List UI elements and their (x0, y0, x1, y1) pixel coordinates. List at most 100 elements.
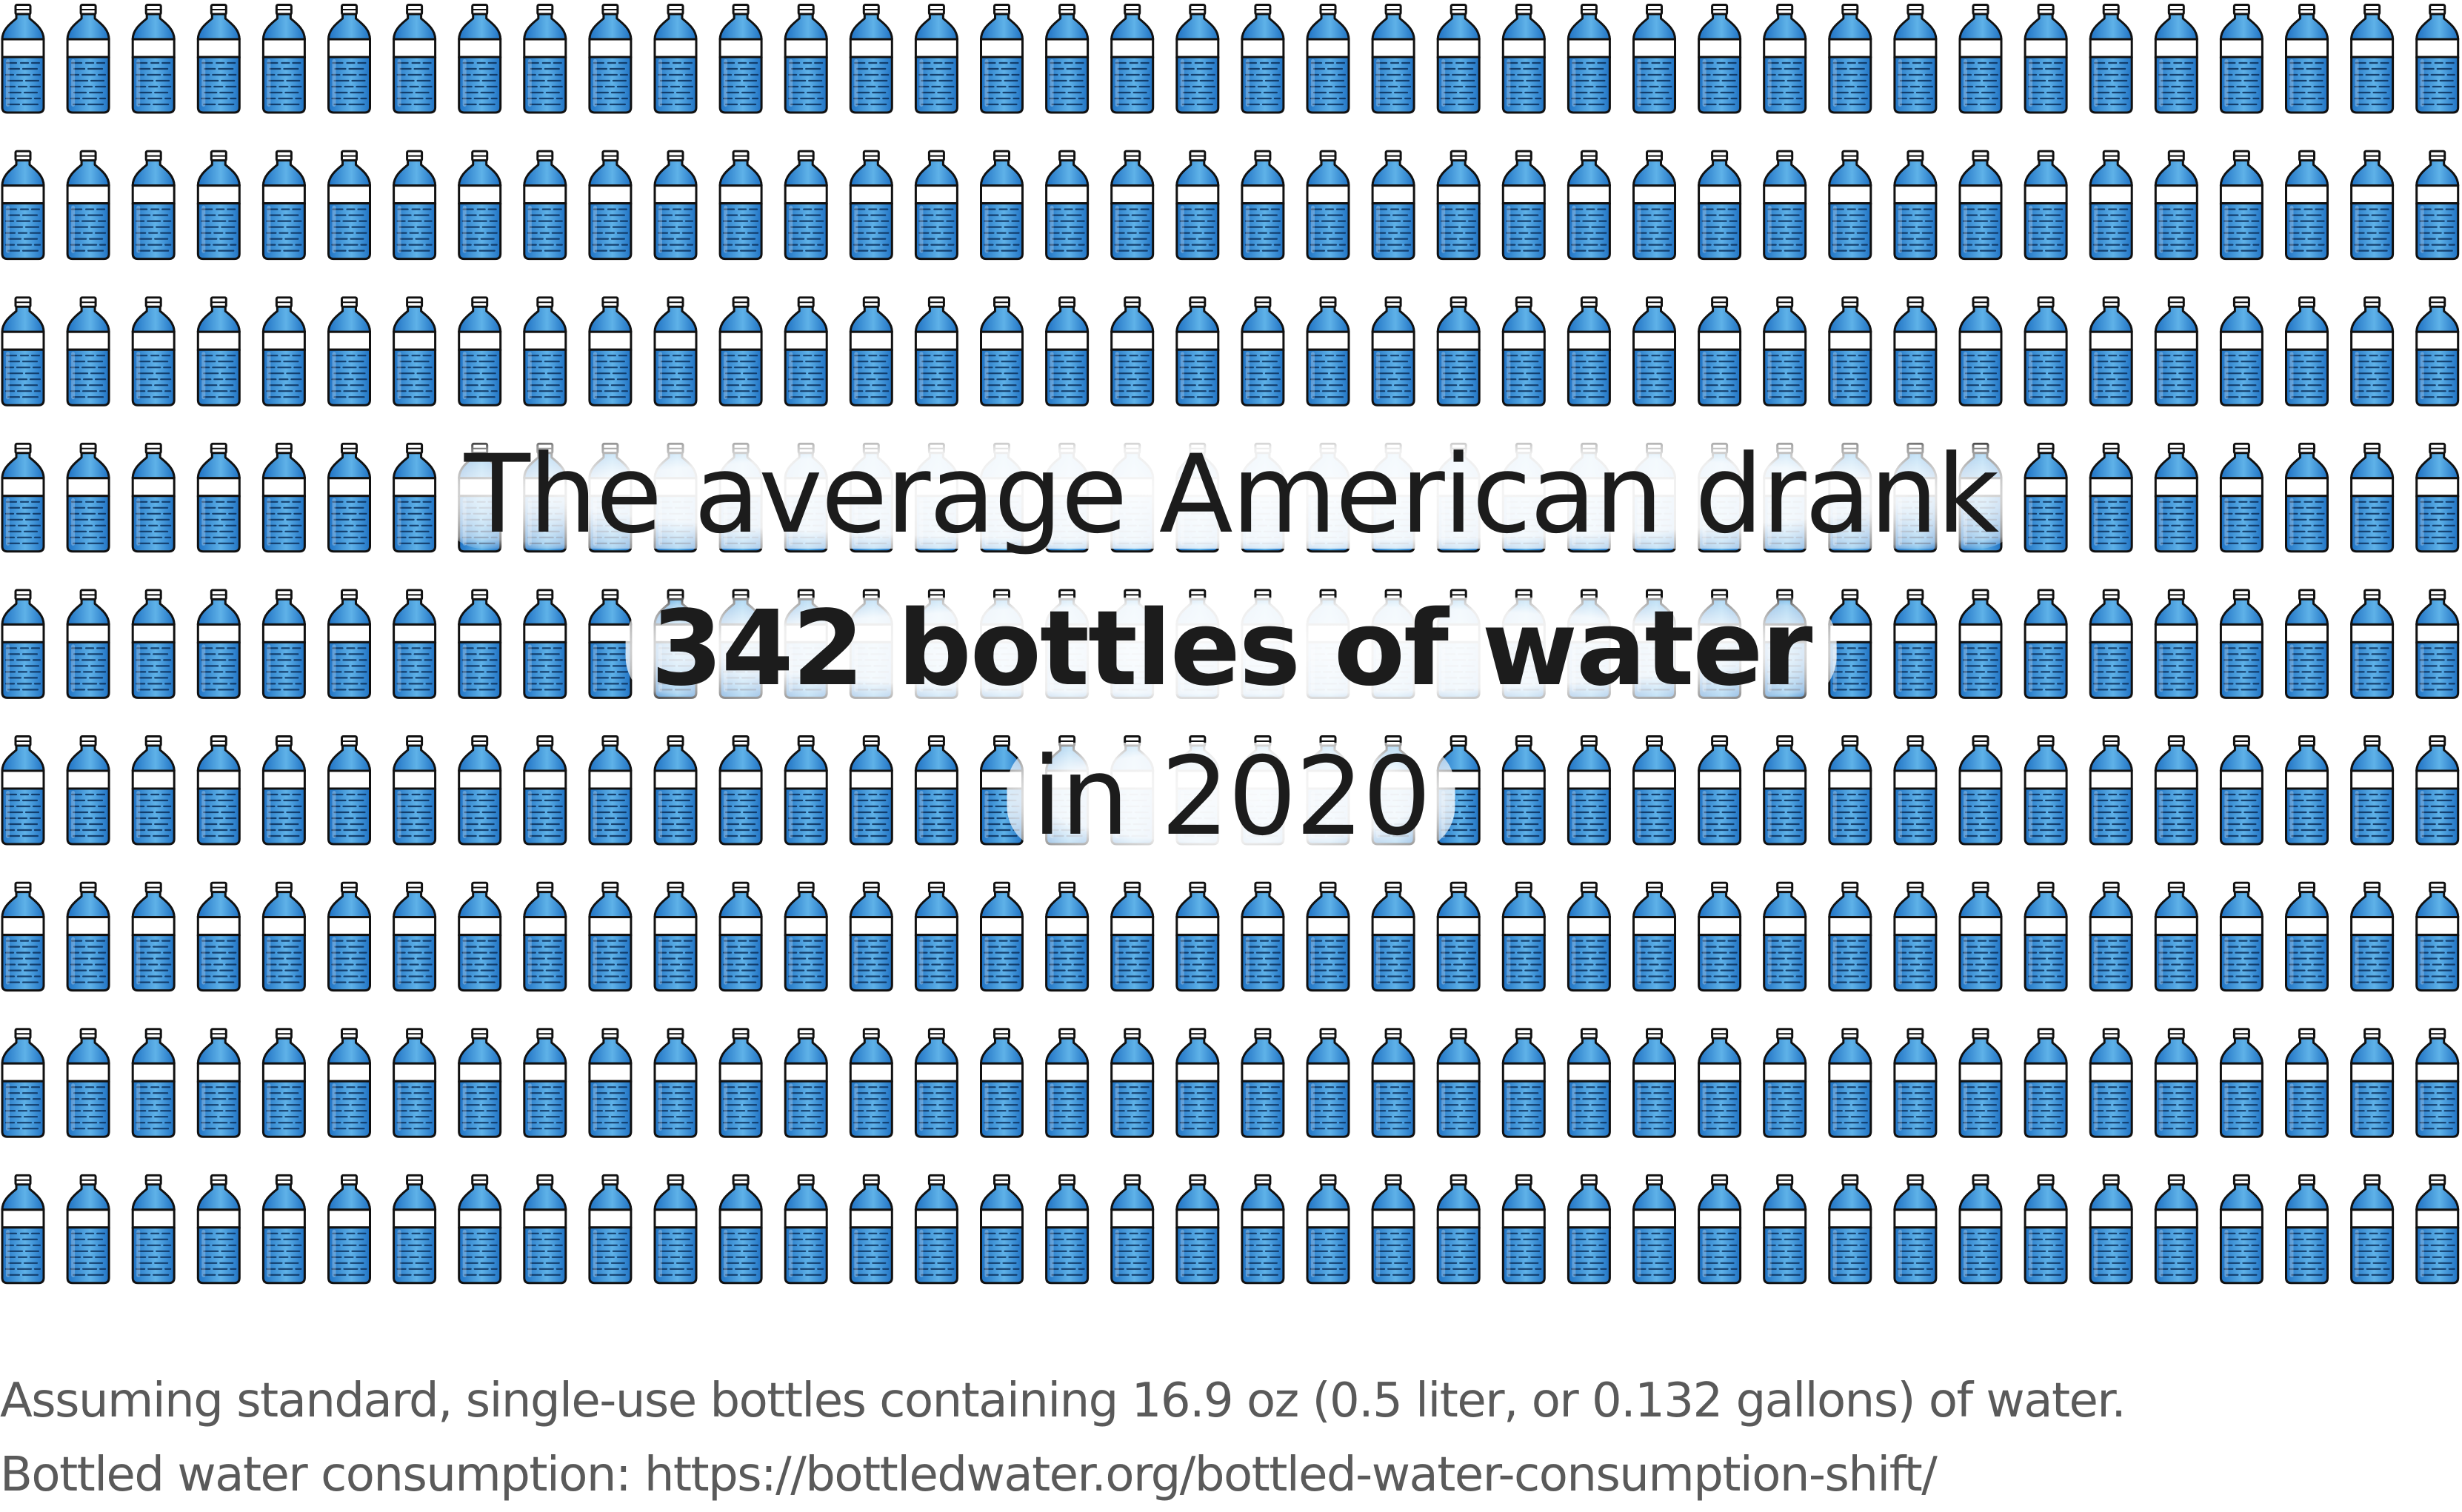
water-bottle-icon (131, 150, 176, 261)
water-bottle-icon (2219, 1028, 2263, 1138)
water-bottle-icon (784, 296, 828, 407)
headline-line-1: The average American drank (438, 441, 2024, 549)
water-bottle-icon (1110, 1174, 1155, 1285)
water-bottle-icon (653, 150, 698, 261)
water-bottle-icon (523, 4, 567, 114)
water-bottle-icon (849, 4, 893, 114)
water-bottle-icon (261, 150, 306, 261)
water-bottle-icon (653, 4, 698, 114)
water-bottle-icon (718, 150, 763, 261)
water-bottle-icon (196, 296, 241, 407)
water-bottle-icon (1175, 150, 1220, 261)
water-bottle-icon (1763, 881, 1807, 992)
water-bottle-icon (2154, 296, 2198, 407)
water-bottle-icon (458, 296, 502, 407)
water-bottle-icon (523, 1174, 567, 1285)
water-bottle-icon (1763, 296, 1807, 407)
water-bottle-icon (1, 150, 45, 261)
water-bottle-icon (784, 150, 828, 261)
water-bottle-icon (1175, 1028, 1220, 1138)
water-bottle-icon (1436, 1028, 1481, 1138)
water-bottle-icon (327, 1174, 371, 1285)
water-bottle-icon (393, 150, 437, 261)
water-bottle-icon (1110, 1028, 1155, 1138)
water-bottle-icon (914, 4, 958, 114)
water-bottle-icon (1110, 150, 1155, 261)
headline-bottle-count: 342 bottles of water (625, 598, 1837, 701)
water-bottle-icon (131, 296, 176, 407)
water-bottle-icon (2285, 296, 2329, 407)
water-bottle-icon (66, 150, 110, 261)
water-bottle-icon (1371, 296, 1415, 407)
water-bottle-icon (1436, 881, 1481, 992)
water-bottle-icon (261, 1028, 306, 1138)
water-bottle-icon (1371, 881, 1415, 992)
water-bottle-icon (2415, 296, 2460, 407)
water-bottle-icon (588, 296, 633, 407)
water-bottle-icon (1175, 1174, 1220, 1285)
water-bottle-icon (588, 1028, 633, 1138)
water-bottle-icon (261, 4, 306, 114)
water-bottle-icon (2415, 4, 2460, 114)
water-bottle-icon (1241, 881, 1285, 992)
water-bottle-icon (393, 4, 437, 114)
water-bottle-icon (1828, 4, 1872, 114)
water-bottle-icon (718, 296, 763, 407)
water-bottle-icon (1763, 150, 1807, 261)
water-bottle-icon (458, 881, 502, 992)
water-bottle-icon (66, 1174, 110, 1285)
water-bottle-icon (980, 1028, 1024, 1138)
water-bottle-icon (1110, 296, 1155, 407)
water-bottle-icon (458, 150, 502, 261)
water-bottle-icon (1371, 1028, 1415, 1138)
water-bottle-icon (2219, 150, 2263, 261)
water-bottle-icon (1698, 296, 1742, 407)
water-bottle-icon (1, 881, 45, 992)
water-bottle-icon (2154, 1174, 2198, 1285)
water-bottle-icon (980, 881, 1024, 992)
water-bottle-icon (980, 1174, 1024, 1285)
water-bottle-icon (1893, 1174, 1938, 1285)
water-bottle-icon (2089, 4, 2133, 114)
water-bottle-icon (1632, 150, 1676, 261)
water-bottle-icon (327, 296, 371, 407)
water-bottle-icon (1436, 150, 1481, 261)
water-bottle-icon (1958, 4, 2003, 114)
water-bottle-icon (1501, 4, 1546, 114)
water-bottle-icon (784, 881, 828, 992)
water-bottle-icon (784, 1174, 828, 1285)
water-bottle-icon (1763, 4, 1807, 114)
water-bottle-icon (1828, 881, 1872, 992)
water-bottle-icon (2154, 1028, 2198, 1138)
water-bottle-icon (2415, 881, 2460, 992)
water-bottle-icon (1958, 1028, 2003, 1138)
water-bottle-icon (1632, 1028, 1676, 1138)
water-bottle-icon (1958, 1174, 2003, 1285)
water-bottle-icon (2285, 1174, 2329, 1285)
water-bottle-icon (2089, 1174, 2133, 1285)
water-bottle-icon (2154, 4, 2198, 114)
water-bottle-icon (2350, 1028, 2395, 1138)
water-bottle-icon (653, 1174, 698, 1285)
water-bottle-icon (327, 150, 371, 261)
water-bottle-icon (2024, 1028, 2068, 1138)
water-bottle-icon (653, 881, 698, 992)
water-bottle-icon (1371, 4, 1415, 114)
water-bottle-icon (1110, 4, 1155, 114)
footnote-assumption: Assuming standard, single-use bottles co… (0, 1374, 2126, 1428)
water-bottle-icon (1045, 881, 1090, 992)
water-bottle-icon (2089, 881, 2133, 992)
water-bottle-icon (261, 881, 306, 992)
water-bottle-icon (914, 296, 958, 407)
water-bottle-icon (1893, 1028, 1938, 1138)
water-bottle-icon (849, 296, 893, 407)
headline-year: in 2020 (1007, 743, 1455, 851)
water-bottle-icon (2024, 1174, 2068, 1285)
water-bottle-icon (2154, 150, 2198, 261)
water-bottle-icon (131, 4, 176, 114)
water-bottle-icon (2024, 4, 2068, 114)
water-bottle-icon (1893, 296, 1938, 407)
water-bottle-icon (849, 1174, 893, 1285)
water-bottle-icon (196, 881, 241, 992)
water-bottle-icon (1828, 1174, 1872, 1285)
